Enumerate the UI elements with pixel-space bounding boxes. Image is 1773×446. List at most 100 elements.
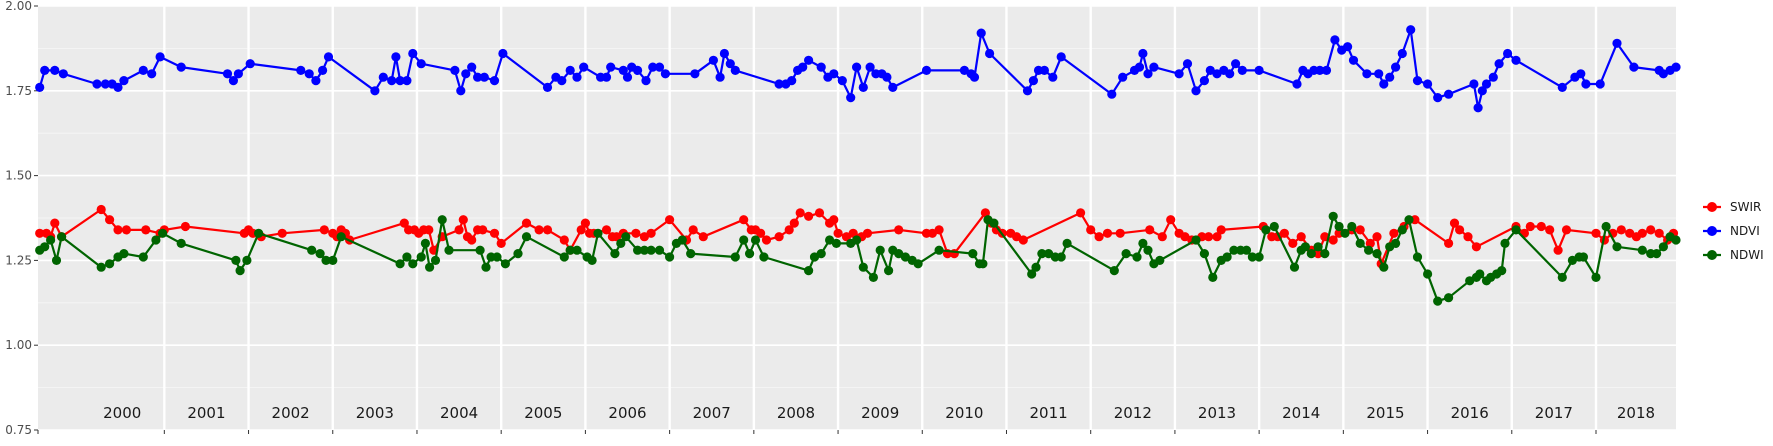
data-point-ndwi [500, 259, 510, 269]
data-point-swir [1616, 225, 1626, 235]
data-point-ndvi [557, 76, 567, 86]
data-point-ndvi [1237, 65, 1247, 75]
data-point-ndvi [865, 62, 875, 72]
data-point-swir [774, 232, 784, 242]
data-point-swir [1216, 225, 1226, 235]
year-label: 2003 [356, 404, 394, 422]
series-ndvi [35, 25, 1681, 113]
grid-lines [38, 5, 1676, 431]
data-point-ndvi [408, 48, 418, 59]
data-point-ndwi [610, 249, 620, 259]
data-point-swir [739, 215, 749, 225]
legend-marker [1707, 202, 1717, 212]
data-point-ndwi [1222, 252, 1232, 262]
data-point-swir [1591, 228, 1601, 238]
data-point-ndvi [456, 86, 466, 96]
data-point-ndwi [1444, 293, 1454, 303]
data-point-ndwi [1155, 255, 1165, 265]
data-point-ndwi [1138, 238, 1148, 248]
data-point-ndwi [1658, 242, 1668, 252]
data-point-swir [1086, 225, 1096, 235]
data-point-swir [756, 228, 766, 238]
data-point-ndvi [479, 72, 489, 82]
data-point-ndvi [1423, 79, 1433, 89]
data-point-ndwi [430, 255, 441, 265]
data-point-ndvi [1056, 52, 1066, 62]
data-point-ndvi [1557, 82, 1567, 92]
series-layer [35, 25, 1681, 306]
data-point-ndwi [1347, 221, 1357, 232]
data-point-ndvi [1048, 72, 1058, 82]
data-point-swir [96, 204, 106, 215]
year-label: 2006 [608, 404, 646, 422]
data-point-ndvi [1212, 69, 1222, 79]
data-point-ndvi [311, 76, 321, 86]
data-point-ndvi [416, 59, 426, 69]
data-point-ndvi [572, 72, 582, 82]
data-point-ndwi [1306, 249, 1316, 259]
data-point-ndwi [395, 259, 405, 269]
data-point-ndwi [978, 259, 988, 269]
data-point-ndvi [1511, 55, 1521, 65]
data-point-ndwi [989, 218, 999, 228]
data-point-ndwi [1379, 262, 1389, 272]
year-label: 2002 [272, 404, 310, 422]
data-point-swir [496, 238, 506, 248]
year-label: 2001 [187, 404, 225, 422]
data-point-ndvi [222, 69, 233, 79]
data-point-ndvi [601, 72, 612, 82]
data-point-ndwi [1412, 252, 1423, 262]
data-point-ndvi [1433, 93, 1443, 103]
data-point-ndwi [402, 252, 412, 262]
data-point-ndwi [315, 249, 325, 259]
data-point-ndwi [1191, 235, 1201, 245]
data-point-ndwi [875, 245, 885, 255]
data-point-ndwi [444, 245, 454, 255]
data-point-ndvi [1315, 65, 1325, 75]
data-point-ndwi [158, 228, 168, 238]
data-point-swir [1463, 232, 1473, 242]
data-point-ndwi [57, 232, 67, 242]
data-point-ndvi [1254, 65, 1264, 75]
legend-label: SWIR [1730, 200, 1761, 214]
data-point-ndvi [648, 62, 658, 72]
data-point-ndvi [1343, 42, 1353, 52]
data-point-ndvi [542, 82, 553, 92]
data-point-swir [698, 232, 708, 242]
data-point-ndvi [1143, 69, 1153, 79]
data-point-ndwi [1364, 245, 1374, 255]
year-label: 2013 [1198, 404, 1236, 422]
data-point-ndvi [92, 79, 102, 89]
data-point-ndwi [565, 245, 575, 255]
data-point-swir [1455, 225, 1465, 235]
data-point-ndvi [690, 69, 700, 79]
data-point-swir [1355, 225, 1365, 235]
legend-marker [1707, 250, 1717, 260]
data-point-ndvi [725, 59, 735, 69]
data-point-ndvi [1348, 55, 1359, 65]
year-label: 2007 [693, 404, 731, 422]
data-point-ndwi [739, 235, 749, 245]
y-tick-label: 1.50 [5, 169, 32, 183]
data-point-ndwi [1397, 225, 1407, 235]
data-point-ndwi [1652, 249, 1662, 259]
data-point-swir [894, 225, 904, 235]
data-point-ndvi [1503, 48, 1513, 59]
data-point-ndwi [425, 262, 435, 272]
data-point-ndwi [730, 252, 740, 262]
data-point-swir [1115, 228, 1125, 238]
data-point-ndwi [745, 249, 755, 259]
data-point-ndwi [852, 235, 862, 245]
data-point-ndvi [1225, 69, 1235, 79]
data-point-ndvi [837, 76, 847, 86]
data-point-ndwi [686, 249, 696, 259]
data-point-ndvi [1391, 62, 1401, 72]
legend-label: NDVI [1730, 224, 1760, 238]
data-point-ndwi [804, 266, 814, 276]
data-point-swir [277, 228, 287, 238]
data-point-ndwi [1334, 221, 1344, 232]
data-point-ndwi [307, 245, 317, 255]
data-point-ndwi [816, 249, 826, 259]
data-point-swir [789, 218, 799, 228]
data-point-ndwi [1340, 228, 1350, 238]
